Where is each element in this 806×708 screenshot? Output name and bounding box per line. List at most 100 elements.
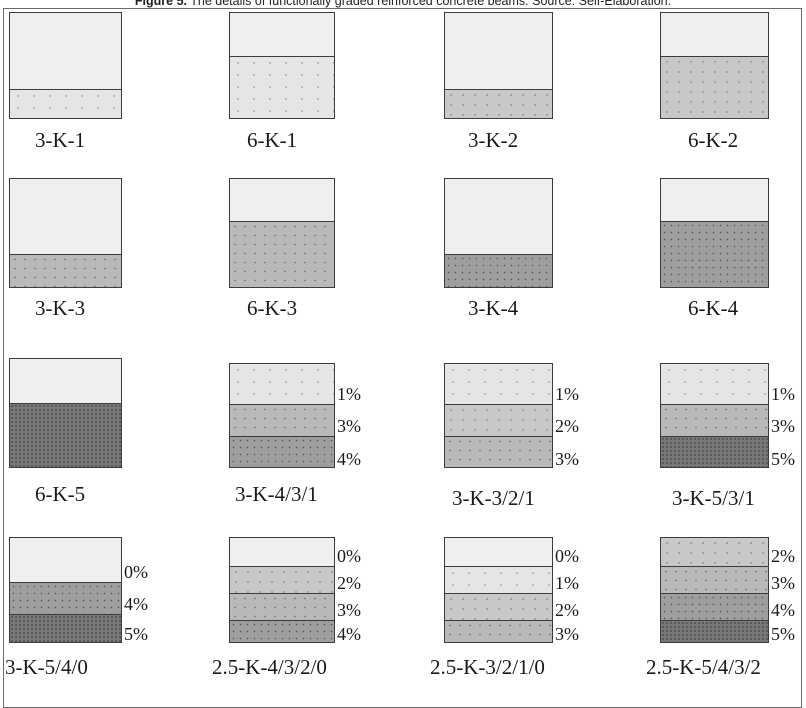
layer-percentage: 2% [555,416,579,436]
beam-layer [10,179,121,254]
beam-label: 3-K-5/3/1 [672,486,755,510]
layer-percentage: 4% [337,449,361,469]
beam-layer [10,13,121,89]
layer-percentage: 1% [555,573,579,593]
beam-label: 6-K-5 [35,482,86,506]
beam-layer [10,403,121,467]
beam-label: 2.5-K-4/3/2/0 [212,655,327,679]
beam-layer [230,404,334,436]
beam-layer [661,364,768,404]
beam-layer [445,538,552,566]
beam-label: 3-K-3/2/1 [452,486,535,510]
beam-layer [445,13,552,89]
beam-layer [10,359,121,403]
beam-label: 6-K-3 [247,296,298,320]
beam-cross-section [229,363,335,468]
beam-layer [445,179,552,254]
beam-layer [230,364,334,404]
beam-label: 3-K-3 [35,296,86,320]
beam-layer [10,582,121,614]
layer-percentage: 1% [337,384,361,404]
beam-label: 2.5-K-3/2/1/0 [430,655,545,679]
beam-cross-section [660,537,769,643]
beam-cross-section [660,363,769,468]
beam-layer [230,221,334,287]
figure-caption: Figure 5. The details of functionally gr… [0,0,806,8]
layer-percentage: 5% [771,449,795,469]
beam-layer [661,620,768,642]
beam-label: 3-K-5/4/0 [5,655,88,679]
beam-label: 6-K-2 [688,128,739,152]
beam-layer [661,566,768,593]
beam-cross-section [660,12,769,119]
beam-layer [445,593,552,620]
beam-label: 3-K-4/3/1 [235,482,318,506]
beam-layer [445,89,552,118]
beam-layer [230,620,334,642]
layer-percentage: 0% [555,546,579,566]
layer-percentage: 3% [771,573,795,593]
beam-layer [661,179,768,221]
beam-label: 3-K-2 [468,128,519,152]
layer-percentage: 0% [124,562,148,582]
beam-cross-section [9,537,122,643]
beam-layer [445,566,552,593]
beam-layer [10,614,121,642]
beam-cross-section [444,178,553,288]
layer-percentage: 1% [771,384,795,404]
layer-percentage: 3% [337,416,361,436]
layer-percentage: 5% [771,624,795,644]
beam-layer [661,593,768,620]
layer-percentage: 4% [337,624,361,644]
beam-cross-section [444,363,553,468]
layer-percentage: 3% [771,416,795,436]
beam-layer [445,254,552,287]
layer-percentage: 1% [555,384,579,404]
beam-cross-section [229,178,335,288]
beam-layer [661,13,768,56]
beam-layer [230,566,334,593]
beam-layer [445,364,552,404]
layer-percentage: 2% [337,573,361,593]
beam-layer [230,538,334,566]
beam-layer [230,593,334,620]
beam-layer [661,56,768,118]
beam-layer [230,436,334,467]
beam-cross-section [444,12,553,119]
layer-percentage: 2% [555,600,579,620]
caption-text: The details of functionally graded reinf… [187,0,672,8]
beam-label: 6-K-1 [247,128,298,152]
beam-layer [661,436,768,467]
layer-percentage: 4% [124,594,148,614]
layer-percentage: 3% [337,600,361,620]
beam-label: 3-K-4 [468,296,519,320]
beam-layer [445,436,552,467]
beam-layer [10,89,121,118]
layer-percentage: 2% [771,546,795,566]
beam-layer [10,538,121,582]
beam-layer [661,538,768,566]
layer-percentage: 4% [771,600,795,620]
beam-cross-section [9,12,122,119]
beam-label: 3-K-1 [35,128,86,152]
layer-percentage: 5% [124,624,148,644]
caption-lead: Figure 5. [134,0,187,8]
beam-layer [230,56,334,118]
beam-layer [661,221,768,287]
beam-cross-section [9,178,122,288]
layer-percentage: 3% [555,449,579,469]
beam-layer [661,404,768,436]
beam-cross-section [660,178,769,288]
beam-cross-section [9,358,122,468]
beam-layer [230,13,334,56]
beam-layer [10,254,121,287]
beam-layer [230,179,334,221]
beam-layer [445,404,552,436]
beam-cross-section [444,537,553,643]
layer-percentage: 0% [337,546,361,566]
beam-cross-section [229,12,335,119]
layer-percentage: 3% [555,624,579,644]
beam-cross-section [229,537,335,643]
beam-label: 2.5-K-5/4/3/2 [646,655,761,679]
beam-layer [445,620,552,642]
